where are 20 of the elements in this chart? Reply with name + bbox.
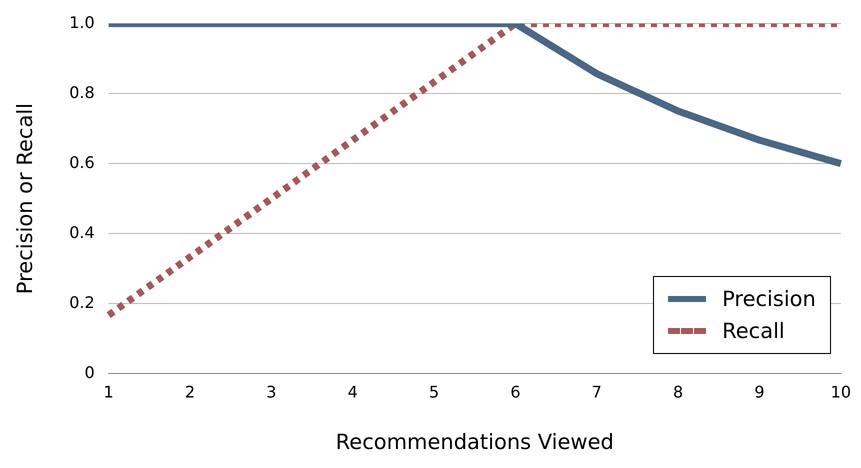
x-tick-label: 4 [348, 382, 358, 402]
legend-label: Precision [722, 286, 816, 313]
x-tick-label: 7 [592, 382, 602, 402]
y-tick-label: 0 [84, 362, 95, 382]
x-tick-label: 2 [184, 382, 196, 402]
y-tick-label: 0.2 [69, 292, 95, 312]
x-tick-label: 6 [510, 382, 521, 402]
x-tick-label: 1 [104, 382, 114, 402]
y-tick-label: 0.8 [69, 82, 95, 102]
x-tick-label: 3 [266, 382, 276, 402]
legend-label: Recall [722, 318, 785, 345]
y-axis-title: Precision or Recall [13, 103, 38, 294]
x-tick-label: 8 [673, 382, 684, 402]
y-tick-label: 1.0 [69, 12, 95, 32]
y-tick-label: 0.6 [69, 152, 95, 172]
y-tick-label: 0.4 [69, 222, 95, 242]
x-axis-title: Recommendations Viewed [336, 430, 614, 454]
x-tick-label: 10 [830, 382, 851, 402]
x-tick-label: 5 [428, 382, 440, 402]
x-tick-label: 9 [754, 382, 765, 402]
